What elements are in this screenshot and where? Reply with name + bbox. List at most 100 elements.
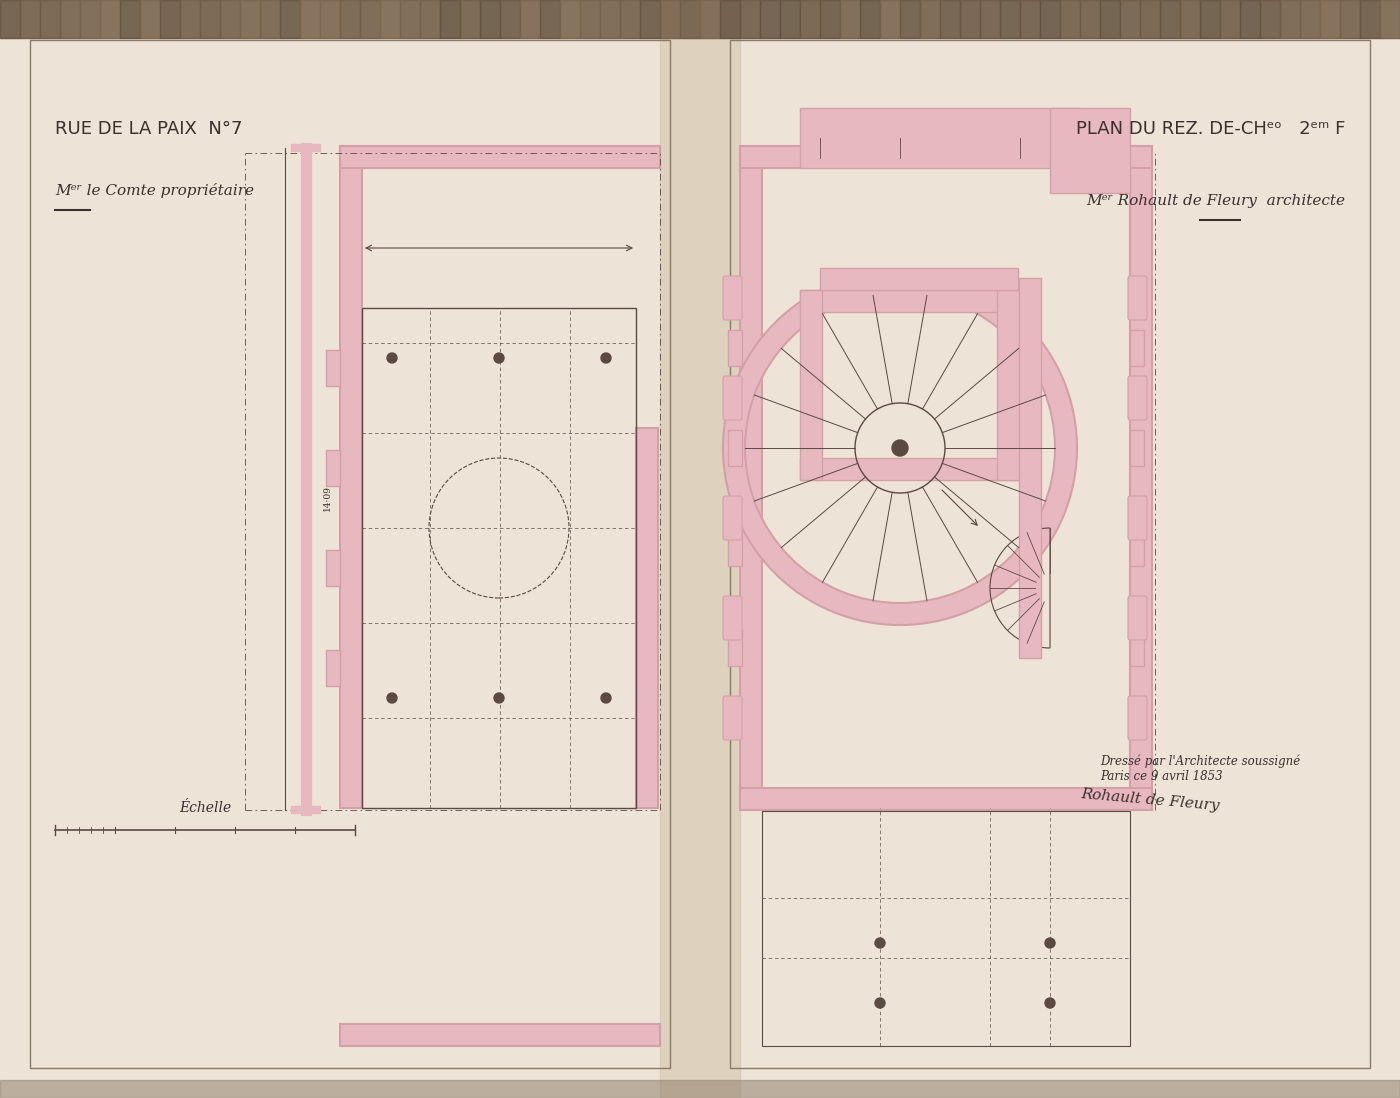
Bar	[728, 330, 742, 366]
Bar	[420, 0, 440, 38]
Bar	[1161, 0, 1180, 38]
Bar	[700, 0, 720, 38]
Bar	[741, 158, 762, 808]
Bar	[980, 0, 1000, 38]
Bar	[200, 0, 220, 38]
Bar	[780, 0, 799, 38]
Bar	[799, 290, 1021, 312]
Bar	[659, 0, 680, 38]
FancyBboxPatch shape	[1128, 696, 1147, 740]
Bar	[1340, 0, 1359, 38]
Bar	[326, 550, 340, 586]
Bar	[280, 0, 300, 38]
Bar	[881, 0, 900, 38]
Bar	[1130, 530, 1144, 565]
Text: Mᵉʳ Rohault de Fleury  architecte: Mᵉʳ Rohault de Fleury architecte	[1086, 194, 1345, 208]
Circle shape	[601, 352, 610, 363]
Bar	[1000, 0, 1021, 38]
Bar	[260, 0, 280, 38]
Bar	[29, 40, 671, 1068]
Text: RUE DE LA PAIX  N°7: RUE DE LA PAIX N°7	[55, 120, 242, 138]
Circle shape	[386, 352, 398, 363]
FancyBboxPatch shape	[1128, 276, 1147, 320]
Bar	[1050, 108, 1130, 193]
Bar	[1120, 0, 1140, 38]
Bar	[640, 0, 659, 38]
Bar	[160, 0, 181, 38]
Bar	[1180, 0, 1200, 38]
Bar	[741, 146, 1152, 168]
Bar	[799, 108, 1079, 168]
Bar	[900, 0, 920, 38]
FancyBboxPatch shape	[722, 596, 742, 640]
Bar	[1359, 0, 1380, 38]
Bar	[1040, 0, 1060, 38]
Bar	[820, 268, 1018, 290]
Circle shape	[601, 693, 610, 703]
Bar	[326, 650, 340, 686]
FancyBboxPatch shape	[722, 276, 742, 320]
Bar	[239, 0, 260, 38]
Circle shape	[875, 998, 885, 1008]
Bar	[760, 0, 780, 38]
Bar	[620, 0, 640, 38]
FancyBboxPatch shape	[1128, 376, 1147, 421]
Bar	[363, 309, 636, 808]
Bar	[820, 0, 840, 38]
Circle shape	[494, 693, 504, 703]
Bar	[1060, 0, 1079, 38]
Bar	[960, 0, 980, 38]
Circle shape	[386, 693, 398, 703]
Bar	[720, 0, 741, 38]
FancyBboxPatch shape	[722, 496, 742, 540]
Bar	[540, 0, 560, 38]
Bar	[659, 0, 741, 1098]
Bar	[360, 0, 379, 38]
Text: Dressé par l'Architecte soussigné: Dressé par l'Architecte soussigné	[1100, 754, 1301, 768]
Text: PLAN DU REZ. DE-CHᵉᵒ   2ᵉᵐ F: PLAN DU REZ. DE-CHᵉᵒ 2ᵉᵐ F	[1075, 120, 1345, 138]
Bar	[80, 0, 99, 38]
Bar	[0, 0, 20, 38]
Bar	[728, 430, 742, 466]
Bar	[41, 0, 60, 38]
Bar	[1130, 430, 1144, 466]
Bar	[728, 630, 742, 666]
Bar	[799, 290, 822, 480]
Bar	[379, 0, 400, 38]
Bar	[1280, 0, 1301, 38]
Bar	[400, 0, 420, 38]
Text: Échelle: Échelle	[179, 802, 231, 815]
Bar	[1019, 278, 1042, 658]
Bar	[636, 428, 658, 808]
Bar	[20, 0, 41, 38]
Bar	[340, 146, 659, 168]
Bar	[840, 0, 860, 38]
Bar	[326, 450, 340, 486]
Bar	[728, 530, 742, 565]
Bar	[1130, 153, 1152, 808]
Bar	[939, 0, 960, 38]
Bar	[300, 0, 321, 38]
Bar	[321, 0, 340, 38]
Bar	[1079, 0, 1100, 38]
Bar	[1380, 0, 1400, 38]
Bar	[1130, 630, 1144, 666]
Bar	[762, 811, 1130, 1046]
Bar	[997, 290, 1019, 480]
Bar	[680, 0, 700, 38]
Bar	[99, 0, 120, 38]
Text: Paris ce 9 avril 1853: Paris ce 9 avril 1853	[1100, 770, 1222, 783]
Bar	[60, 0, 80, 38]
Bar	[0, 1080, 1400, 1098]
Bar	[440, 0, 461, 38]
Bar	[1200, 0, 1219, 38]
Bar	[741, 788, 1152, 810]
FancyBboxPatch shape	[1128, 596, 1147, 640]
Circle shape	[875, 938, 885, 948]
Wedge shape	[722, 271, 1077, 625]
Bar	[560, 0, 580, 38]
Bar	[519, 0, 540, 38]
Bar	[1320, 0, 1340, 38]
Bar	[1260, 0, 1280, 38]
Bar	[741, 0, 760, 38]
